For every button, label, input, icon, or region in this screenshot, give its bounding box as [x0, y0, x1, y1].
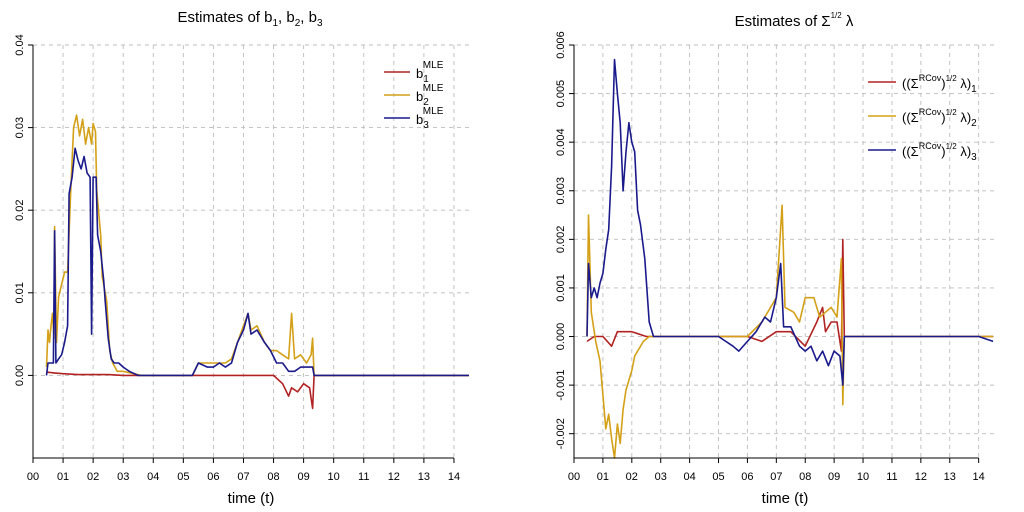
- y-tick-label: 0.001: [555, 274, 567, 302]
- y-tick-label: 0.02: [14, 199, 26, 220]
- x-tick-label: 11: [358, 471, 369, 483]
- x-tick-label: 06: [741, 471, 753, 483]
- x-tick-label: 06: [207, 471, 219, 483]
- series-line-3: [586, 58, 994, 386]
- legend-label-b3: b3MLE: [416, 106, 444, 131]
- y-tick-label: -0.001: [555, 370, 567, 401]
- grid-lines: [32, 44, 472, 458]
- x-tick-label: 04: [683, 471, 695, 483]
- series-lines: [586, 58, 994, 459]
- y-tick-label: 0.003: [555, 177, 567, 205]
- x-tick-label: 09: [828, 471, 840, 483]
- y-tick-label: 0.000: [555, 323, 567, 351]
- x-tick-label: 00: [568, 471, 580, 483]
- x-tick-label: 10: [328, 471, 340, 483]
- series-lines: [45, 114, 469, 410]
- x-tick-label: 08: [799, 471, 811, 483]
- x-tick-label: 01: [57, 471, 69, 483]
- x-tick-label: 14: [973, 471, 985, 483]
- chart-lambda-estimates: Estimates of Σ1/2 λ 00 01 02 03 04 05 06 07 08 09…: [555, 11, 996, 507]
- axes: 00 01 02 03 04 05 06 07 08 09 10 11 12 13 14 0.00 0.01 0.…: [14, 34, 460, 483]
- legend-label-b1: b1MLE: [416, 60, 444, 85]
- chart-title: Estimates of Σ1/2 λ: [735, 11, 854, 30]
- y-tick-label: 0.002: [555, 226, 567, 254]
- x-tick-label: 08: [267, 471, 279, 483]
- x-tick-label: 07: [770, 471, 782, 483]
- y-tick-label: 0.005: [555, 80, 567, 108]
- y-tick-label: 0.004: [555, 128, 567, 156]
- legend-label-1: ((ΣRCov)1/2 λ)1: [902, 73, 977, 95]
- y-tick-label: 0.03: [14, 117, 26, 138]
- legend: b1MLE b2MLE b3MLE: [384, 60, 444, 131]
- legend-label-2: ((ΣRCov)1/2 λ)2: [902, 107, 977, 129]
- legend: ((ΣRCov)1/2 λ)1 ((ΣRCov)1/2 λ)2 ((ΣRCov)…: [868, 73, 977, 163]
- x-axis-label: time (t): [762, 490, 809, 507]
- x-tick-label: 02: [626, 471, 638, 483]
- x-tick-label: 02: [87, 471, 99, 483]
- x-tick-label: 04: [147, 471, 159, 483]
- x-tick-label: 10: [857, 471, 869, 483]
- x-tick-label: 05: [177, 471, 189, 483]
- x-tick-label: 13: [418, 471, 430, 483]
- y-tick-label: 0.04: [14, 34, 26, 55]
- x-tick-label: 03: [655, 471, 667, 483]
- grid-lines: [573, 44, 996, 458]
- legend-label-b2: b2MLE: [416, 83, 444, 108]
- x-tick-label: 09: [297, 471, 309, 483]
- x-tick-label: 11: [886, 471, 897, 483]
- y-tick-label: 0.01: [14, 282, 26, 303]
- series-line-2: [586, 204, 994, 459]
- y-tick-label: 0.006: [555, 31, 567, 59]
- x-tick-label: 12: [915, 471, 927, 483]
- x-axis-label: time (t): [228, 490, 275, 507]
- series-line-2: [45, 114, 469, 377]
- y-tick-label: -0.002: [555, 418, 567, 449]
- x-tick-label: 00: [27, 471, 39, 483]
- x-tick-label: 01: [597, 471, 609, 483]
- series-line-1: [46, 371, 469, 410]
- y-tick-label: 0.00: [14, 365, 26, 386]
- x-tick-label: 07: [237, 471, 249, 483]
- legend-label-3: ((ΣRCov)1/2 λ)3: [902, 141, 977, 163]
- x-tick-label: 14: [448, 471, 460, 483]
- x-tick-label: 03: [117, 471, 129, 483]
- x-tick-label: 12: [388, 471, 400, 483]
- axes: 00 01 02 03 04 05 06 07 08 09 10 11 12 13 14 -0.002 -0.0…: [555, 31, 985, 483]
- x-tick-label: 05: [712, 471, 724, 483]
- series-line-3: [45, 147, 469, 377]
- chart-b-estimates: Estimates of b1, b2, b3 00 01 02 03 04 05 06 07…: [14, 9, 472, 507]
- x-tick-label: 13: [944, 471, 956, 483]
- chart-title: Estimates of b1, b2, b3: [177, 9, 323, 29]
